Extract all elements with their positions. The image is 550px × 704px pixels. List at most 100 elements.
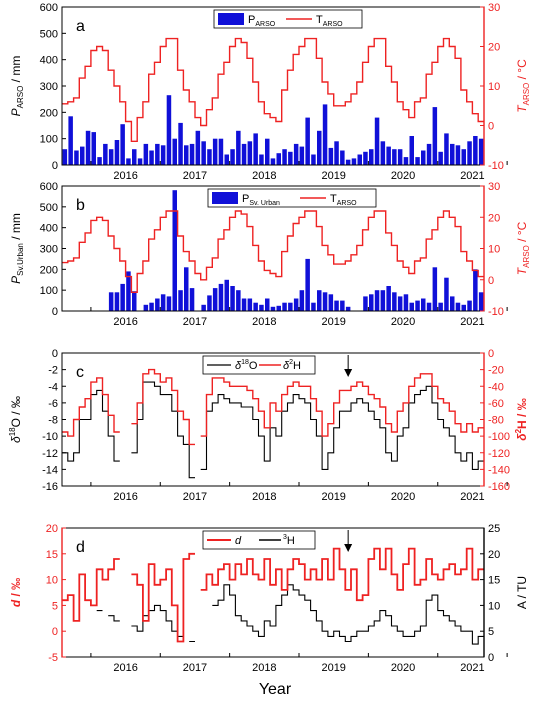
bar-a-22: [189, 143, 195, 165]
bar-b-69: [461, 304, 466, 312]
series-d2H-line: [62, 368, 484, 446]
x-tick-label-c-2: 2018: [252, 491, 276, 503]
bar-a-64: [432, 107, 438, 165]
left-tick-label-c-3: -10: [42, 431, 58, 443]
bar-b-72: [478, 292, 484, 312]
series-temperature-line-b: [62, 210, 484, 293]
left-tick-label-c-0: -16: [42, 481, 58, 493]
bar-a-41: [299, 146, 305, 165]
bar-a-5: [91, 132, 96, 165]
left-tick-label-c-8: 0: [52, 348, 58, 360]
bar-b-27: [218, 283, 224, 311]
bar-a-19: [172, 138, 177, 165]
bar-a-26: [212, 138, 218, 165]
bar-a-14: [143, 143, 149, 165]
legend-label-temp-a: TARSO: [316, 14, 343, 28]
left-tick-label-c-1: -14: [42, 464, 58, 476]
plot-frame-a: [61, 6, 485, 166]
x-tick-label-b-4: 2020: [391, 316, 415, 328]
right-tick-label-a-3: 20: [488, 42, 500, 54]
panel-a: 0 100 200 300 400 500 600 -10 0 10 20 30 2016 2017 201…: [9, 2, 531, 182]
legend-label-1-d: d: [235, 535, 242, 547]
panel-letter-c: c: [76, 364, 84, 381]
left-tick-label-d-0: -5: [48, 652, 58, 664]
bar-b-34: [259, 304, 264, 312]
legend-label-2-c: δ2H: [283, 359, 301, 372]
right-tick-label-a-0: -10: [488, 160, 504, 172]
bar-a-63: [426, 143, 432, 165]
bar-b-12: [132, 291, 137, 311]
right-tick-label-c-2: -120: [488, 448, 510, 460]
bar-b-17: [160, 294, 166, 311]
x-tick-label-b-3: 2019: [321, 316, 345, 328]
bar-b-48: [340, 300, 345, 311]
x-tick-label-c-1: 2017: [183, 491, 207, 503]
left-tick-label-a-3: 300: [40, 81, 58, 93]
left-tick-label-a-0: 0: [52, 160, 58, 172]
bar-a-52: [363, 151, 368, 165]
bar-b-43: [311, 302, 316, 311]
legend-swatch-bar-b: [212, 192, 238, 204]
bar-a-30: [236, 130, 241, 165]
bar-b-36: [270, 306, 276, 311]
bar-b-20: [178, 290, 183, 311]
bar-a-16: [155, 143, 160, 165]
right-tick-label-b-1: 0: [488, 275, 494, 287]
bar-a-21: [184, 145, 189, 166]
bar-b-32: [247, 298, 253, 311]
right-tick-label-b-0: -10: [488, 306, 504, 318]
bar-b-61: [415, 300, 420, 311]
legend-box-b: [207, 188, 377, 208]
panel-letter-b: b: [76, 197, 85, 214]
panel-letter-d: d: [76, 539, 85, 556]
left-tick-label-b-3: 300: [40, 244, 58, 256]
bar-a-61: [415, 157, 420, 165]
left-tick-label-b-6: 600: [40, 181, 58, 193]
right-tick-label-c-1: -140: [488, 464, 510, 476]
bar-a-8: [108, 149, 114, 165]
bar-b-65: [438, 302, 443, 311]
bar-a-25: [207, 149, 212, 165]
bar-a-12: [132, 149, 137, 165]
right-tick-label-c-5: -60: [488, 398, 504, 410]
right-tick-label-d-4: 20: [488, 549, 500, 561]
x-axis-label: Year: [259, 681, 292, 698]
bar-a-68: [455, 145, 461, 166]
series-temperature-line-a: [62, 37, 484, 142]
x-tick-label-d-2: 2018: [252, 662, 276, 674]
bar-a-11: [126, 158, 131, 165]
left-tick-label-b-2: 200: [40, 264, 58, 276]
x-tick-label-c-0: 2016: [113, 491, 137, 503]
arrow-head-c: [344, 369, 353, 377]
panel-c: -16-14-12-10-8-6-4-20-160-140-120-100-80…: [8, 348, 529, 503]
bar-a-13: [137, 158, 143, 165]
right-tick-label-c-6: -40: [488, 381, 504, 393]
x-tick-label-b-2: 2018: [252, 316, 276, 328]
x-tick-label-b-0: 2016: [113, 316, 137, 328]
left-tick-label-d-4: 15: [46, 549, 58, 561]
bar-b-71: [473, 269, 478, 311]
bar-b-46: [328, 294, 334, 311]
bar-b-38: [282, 302, 287, 311]
bar-b-28: [224, 279, 229, 312]
bar-a-45: [322, 104, 328, 165]
bar-a-23: [195, 130, 201, 165]
bar-b-67: [450, 296, 455, 311]
bar-a-39: [288, 151, 293, 165]
bar-a-65: [438, 151, 443, 165]
right-axis-label-b: TARSO / °C: [515, 221, 531, 275]
bar-b-18: [166, 296, 172, 311]
bar-a-29: [230, 149, 235, 165]
bar-a-17: [160, 145, 166, 166]
bar-b-14: [143, 304, 149, 312]
x-tick-label-d-1: 2017: [183, 662, 207, 674]
legend-label-precip-b: PSv. Urban: [242, 193, 280, 207]
x-tick-label-a-0: 2016: [113, 170, 137, 182]
bar-b-40: [293, 298, 299, 311]
right-axis-label-c: δ2H / ‰: [514, 398, 529, 440]
bar-a-10: [120, 124, 125, 165]
bar-b-10: [120, 283, 125, 311]
bar-b-30: [236, 290, 241, 311]
bar-a-58: [397, 149, 403, 165]
bar-a-24: [201, 141, 206, 165]
